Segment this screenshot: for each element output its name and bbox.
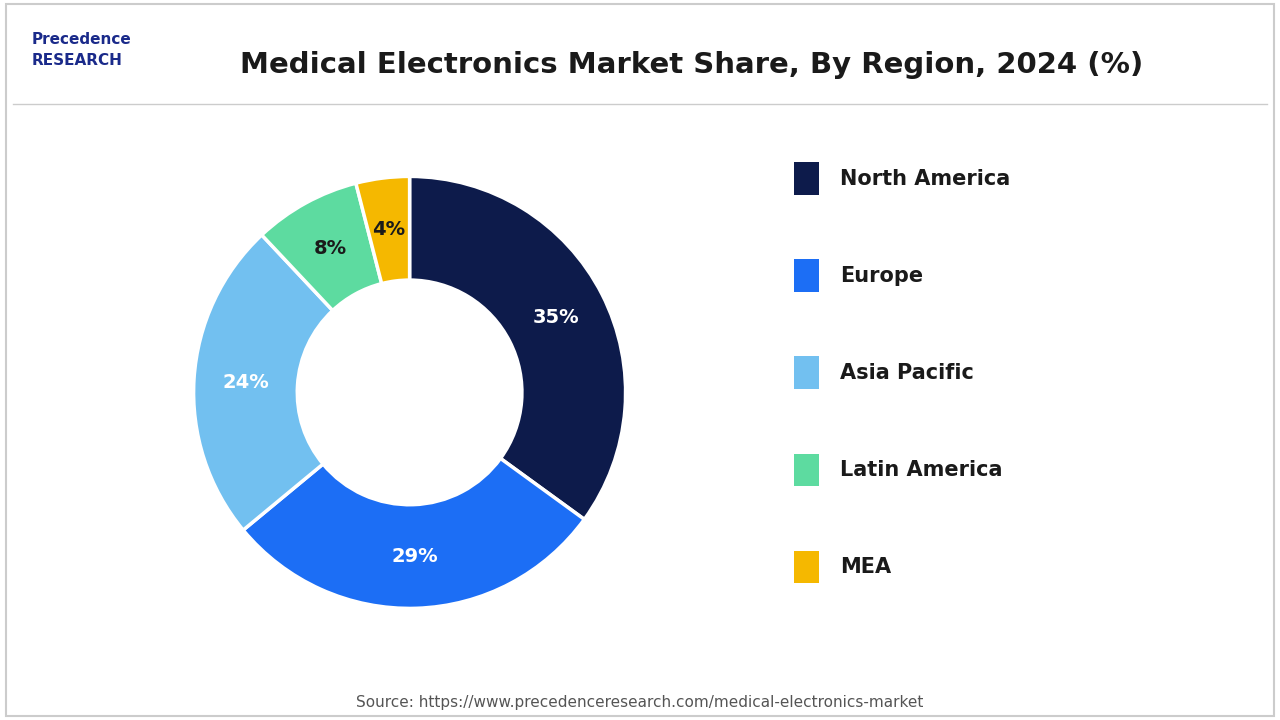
Bar bbox=[794, 162, 819, 195]
Wedge shape bbox=[356, 176, 410, 284]
Text: 24%: 24% bbox=[223, 372, 269, 392]
Bar bbox=[794, 551, 819, 583]
Text: Europe: Europe bbox=[840, 266, 923, 286]
Wedge shape bbox=[410, 176, 626, 519]
Text: 8%: 8% bbox=[314, 239, 347, 258]
Wedge shape bbox=[243, 459, 585, 608]
Bar bbox=[794, 259, 819, 292]
Bar bbox=[794, 454, 819, 486]
Text: MEA: MEA bbox=[840, 557, 891, 577]
Bar bbox=[794, 356, 819, 389]
Wedge shape bbox=[261, 183, 381, 310]
Text: Asia Pacific: Asia Pacific bbox=[840, 363, 974, 383]
Text: Source: https://www.precedenceresearch.com/medical-electronics-market: Source: https://www.precedenceresearch.c… bbox=[356, 695, 924, 709]
Text: 4%: 4% bbox=[372, 220, 406, 239]
Text: North America: North America bbox=[840, 168, 1010, 189]
Text: Precedence
RESEARCH: Precedence RESEARCH bbox=[32, 32, 132, 68]
Text: Latin America: Latin America bbox=[840, 460, 1002, 480]
Text: Medical Electronics Market Share, By Region, 2024 (%): Medical Electronics Market Share, By Reg… bbox=[239, 51, 1143, 78]
Wedge shape bbox=[193, 235, 333, 530]
Text: 29%: 29% bbox=[392, 547, 438, 566]
Text: 35%: 35% bbox=[532, 308, 579, 328]
